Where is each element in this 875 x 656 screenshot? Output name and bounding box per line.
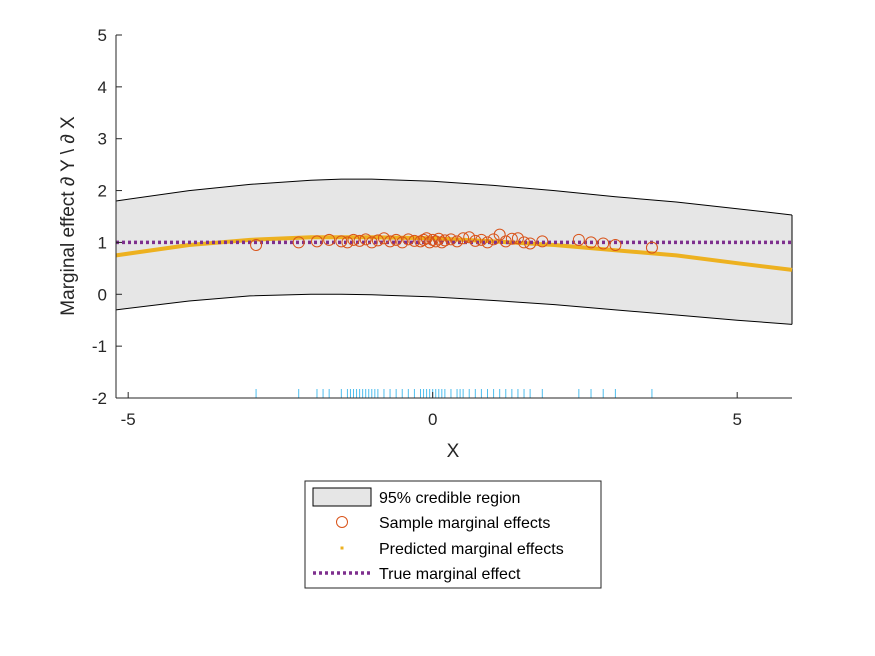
legend-label: Sample marginal effects	[379, 515, 550, 532]
sample-point	[323, 233, 336, 246]
sample-point	[457, 232, 470, 245]
sample-point	[341, 236, 354, 249]
sample-point	[335, 235, 348, 248]
sample-point	[536, 235, 549, 248]
sample-point	[511, 232, 524, 245]
sample-point	[396, 236, 409, 249]
x-tick-label: 5	[732, 410, 741, 429]
predicted-marginal-effects-line	[115, 235, 793, 272]
sample-point	[451, 235, 464, 248]
sample-point	[250, 239, 263, 252]
sample-point	[384, 235, 397, 248]
y-tick-label: -2	[92, 389, 107, 408]
credible-region-band	[116, 179, 792, 325]
sample-point	[390, 233, 403, 246]
legend-label: 95% credible region	[379, 490, 520, 507]
sample-point	[432, 232, 445, 245]
sample-point	[426, 233, 439, 246]
sample-point	[420, 232, 433, 245]
sample-point	[524, 237, 537, 250]
legend-predicted-swatch	[340, 546, 344, 550]
y-tick-label: 5	[98, 26, 107, 45]
sample-point	[377, 232, 390, 245]
credible-region-lower-edge	[115, 293, 793, 325]
y-tick-label: 2	[98, 182, 107, 201]
sample-point	[310, 235, 323, 248]
sample-point	[365, 236, 378, 249]
sample-point	[292, 236, 305, 249]
sample-point	[499, 235, 512, 248]
legend-credible-region-swatch	[312, 487, 372, 507]
sample-point	[572, 233, 585, 246]
axes: -2 -1 0 1 2 3 4 5 -5 0 5	[92, 26, 792, 429]
y-tick-label: -1	[92, 337, 107, 356]
legend-label: True marginal effect	[379, 566, 521, 583]
sample-point	[481, 236, 494, 249]
sample-point	[414, 235, 427, 248]
x-tick-label: -5	[121, 410, 136, 429]
sample-point	[371, 234, 384, 247]
sample-point	[353, 234, 366, 247]
x-tick-label: 0	[428, 410, 437, 429]
sample-point	[417, 233, 430, 246]
sample-point	[585, 236, 598, 249]
legend-label: Predicted marginal effects	[379, 541, 564, 558]
y-axis-label: Marginal effect ∂ Y \ ∂ X	[58, 116, 79, 316]
sample-point	[463, 231, 476, 244]
credible-region-upper-edge	[115, 178, 793, 216]
y-tick-label: 1	[98, 233, 107, 252]
plot-area	[115, 178, 793, 398]
sample-point	[347, 233, 360, 246]
sample-point	[518, 236, 531, 249]
sample-point	[475, 233, 488, 246]
sample-point	[609, 239, 622, 252]
legend-sample-swatch	[336, 516, 348, 528]
y-tick-label: 3	[98, 130, 107, 149]
sample-point	[493, 228, 506, 241]
sample-point	[487, 233, 500, 246]
sample-point	[444, 233, 457, 246]
legend: 95% credible region Sample marginal effec…	[304, 480, 602, 589]
sample-point	[359, 233, 372, 246]
sample-point	[402, 233, 415, 246]
y-tick-label: 4	[98, 78, 107, 97]
sample-point	[505, 232, 518, 245]
sample-point	[408, 234, 421, 247]
sample-point	[645, 241, 658, 254]
x-axis-label: X	[447, 441, 460, 462]
sample-point	[438, 234, 451, 247]
sample-point	[435, 236, 448, 249]
y-tick-label: 0	[98, 285, 107, 304]
sample-point	[597, 237, 610, 250]
sample-point	[469, 234, 482, 247]
sample-point	[429, 235, 442, 248]
